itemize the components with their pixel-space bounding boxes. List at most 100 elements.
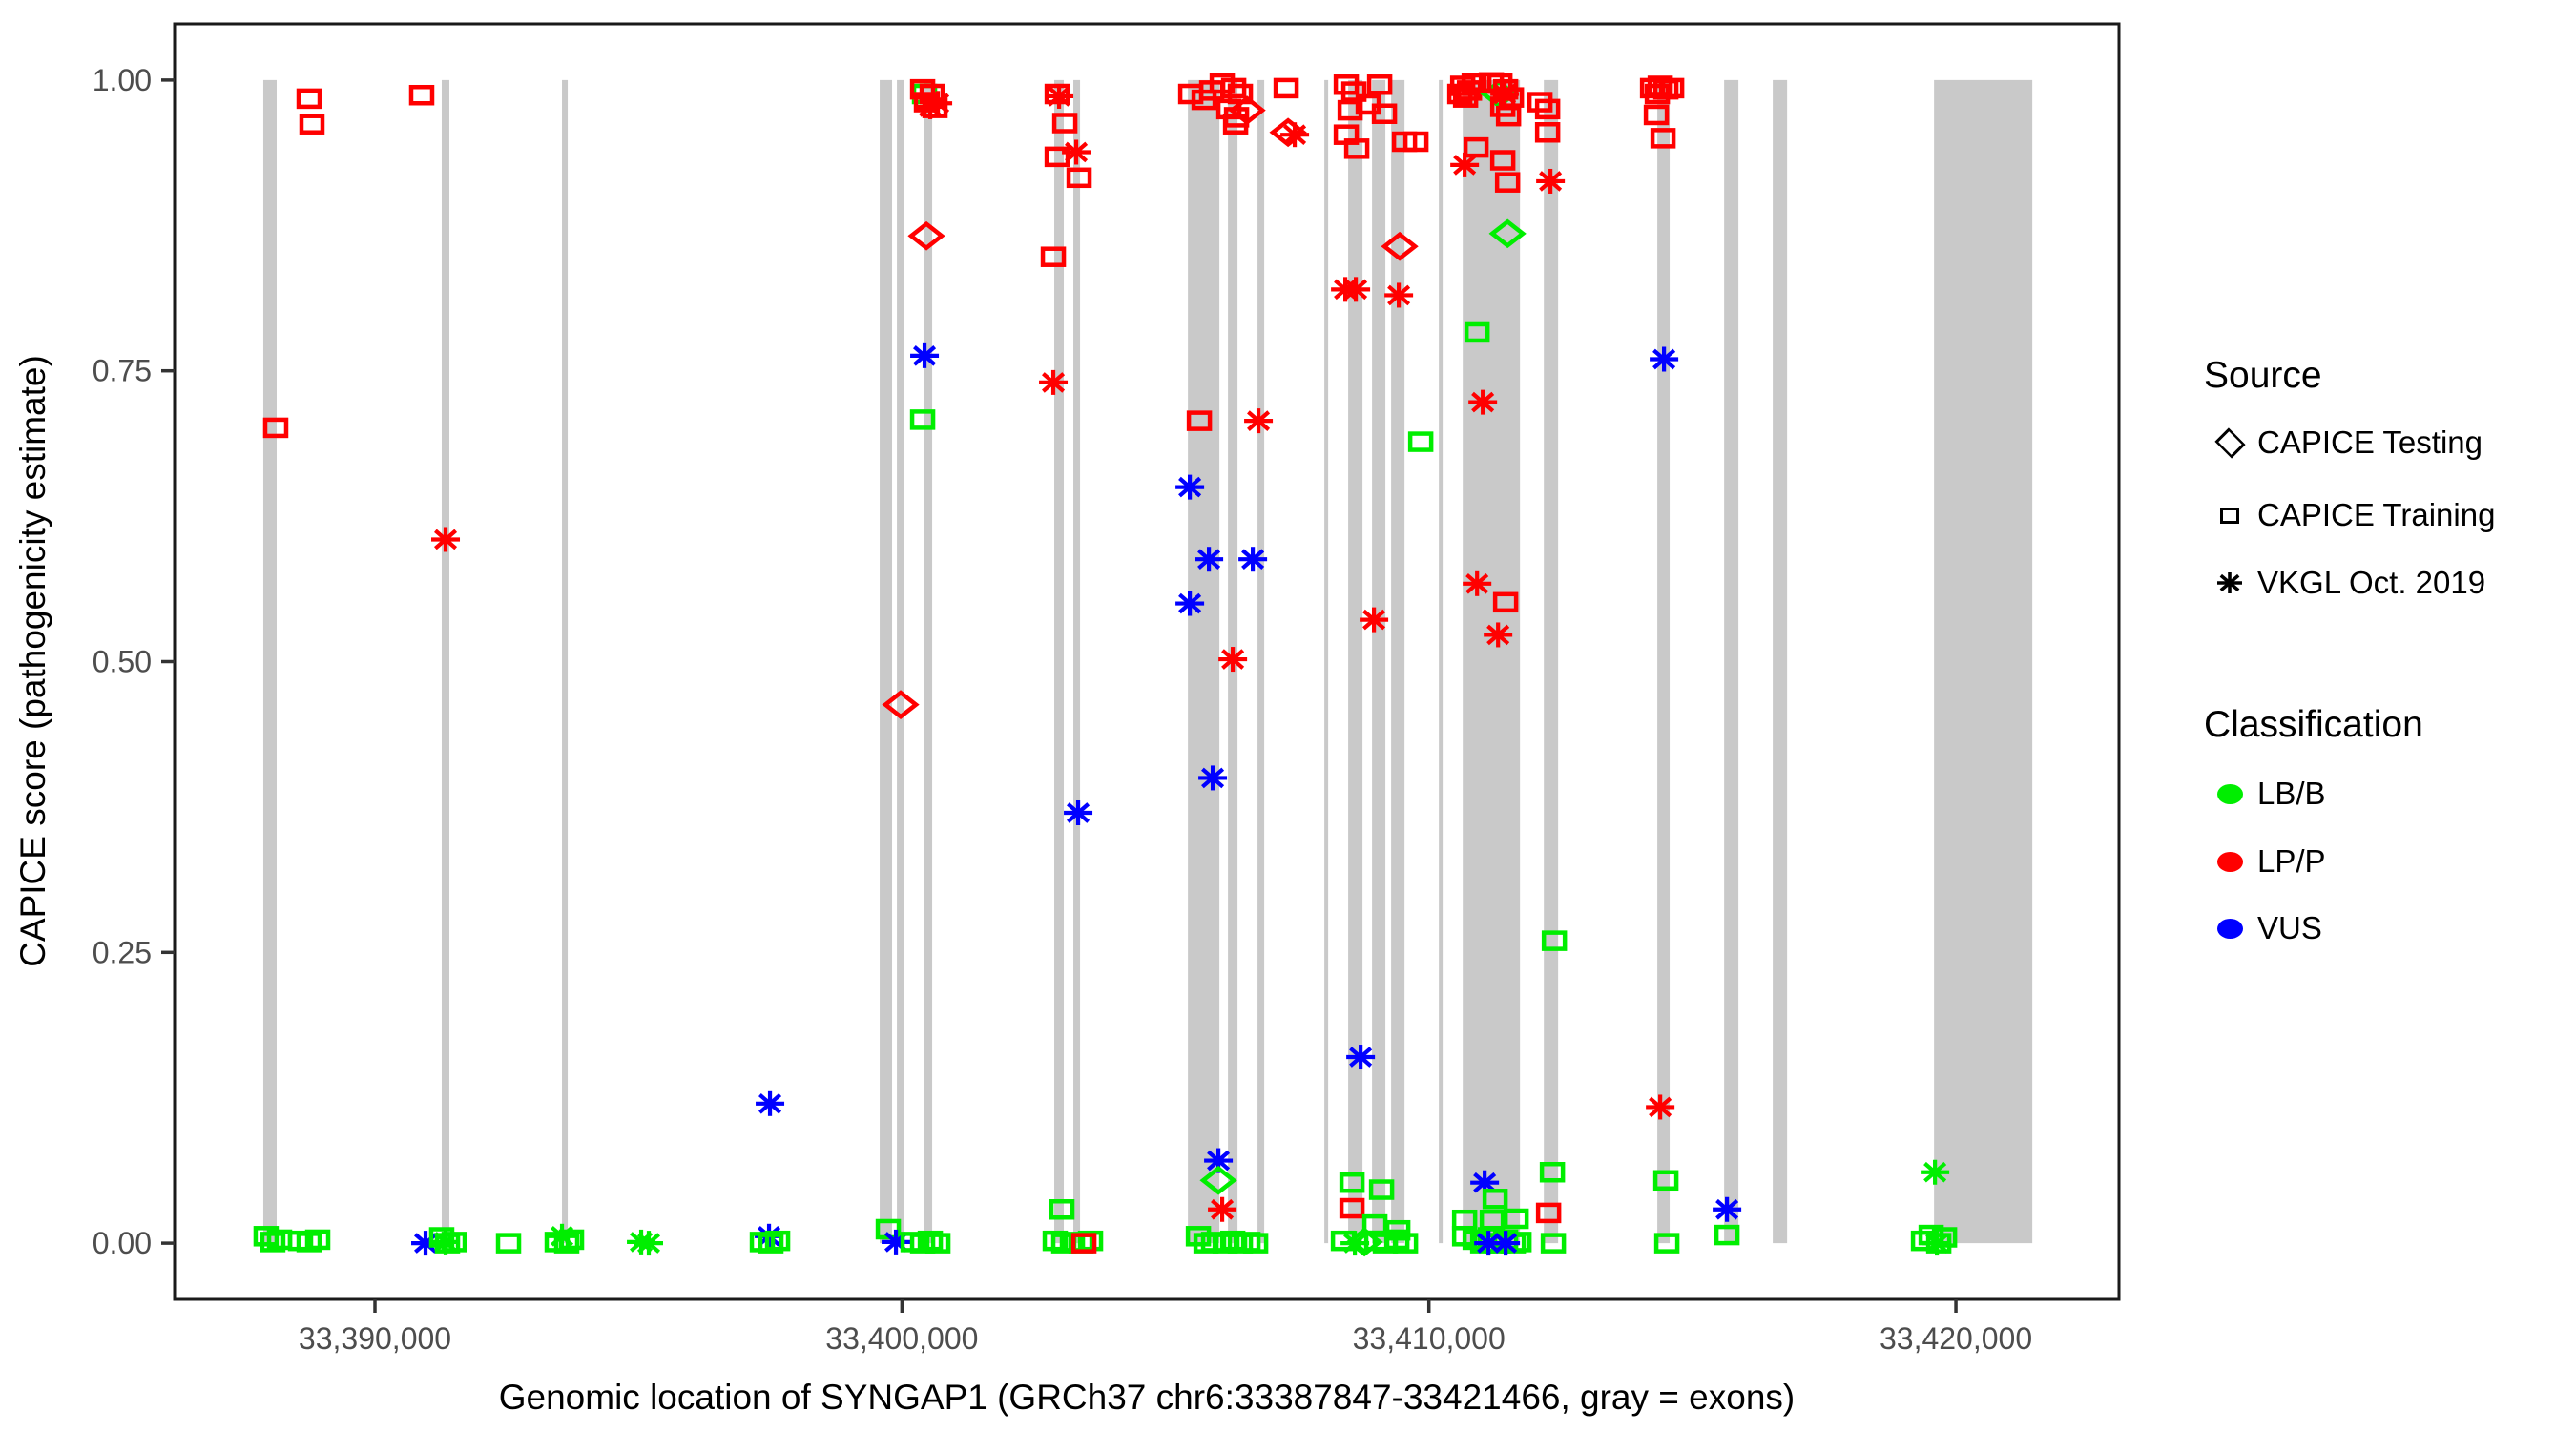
data-point-asterisk (634, 1231, 664, 1256)
data-point-asterisk (1062, 139, 1091, 165)
data-point-square (1220, 77, 1247, 99)
exon-bar (1372, 79, 1386, 1244)
exon-bar (880, 79, 893, 1244)
x-axis-title: Genomic location of SYNGAP1 (GRCh37 chr6… (498, 1378, 1796, 1417)
diamond-icon (2202, 426, 2257, 459)
data-point-square (1494, 172, 1521, 193)
data-point-square (1541, 930, 1568, 951)
data-point-square (758, 1233, 784, 1254)
data-point-asterisk (1474, 1231, 1504, 1256)
data-point-square (1070, 1233, 1097, 1254)
exon-bar (1724, 79, 1739, 1244)
square-icon (2202, 507, 2257, 524)
data-point-square (262, 417, 289, 439)
data-point-asterisk (756, 1090, 785, 1116)
data-point-square (1339, 1197, 1365, 1219)
exon-bar (441, 79, 449, 1244)
data-point-asterisk (1384, 282, 1414, 308)
data-point-square (408, 84, 435, 106)
data-point-asterisk (1045, 83, 1074, 109)
data-point-diamond (1199, 1165, 1237, 1195)
y-axis-tick-label: 0.50 (93, 645, 152, 679)
legend-item-vus: VUS (2202, 907, 2322, 949)
data-point-asterisk (1175, 591, 1205, 616)
data-point-square (1489, 150, 1516, 171)
data-point-asterisk (1490, 81, 1520, 107)
exon-bar (1934, 79, 2033, 1244)
data-point-square (1653, 1233, 1680, 1254)
data-point-square (1482, 1189, 1508, 1210)
data-point-square (1343, 138, 1370, 159)
data-point-square (1539, 1161, 1566, 1183)
data-point-square (1931, 1227, 1958, 1248)
data-point-square (1049, 1199, 1075, 1220)
data-point-asterisk (1204, 1148, 1234, 1173)
exon-bar (924, 79, 933, 1244)
vus-dot-icon (2202, 918, 2257, 939)
data-point-square (558, 1229, 585, 1251)
data-point-square (1464, 321, 1490, 343)
y-axis-tick-label: 0.25 (93, 935, 152, 969)
asterisk-icon (2202, 567, 2257, 599)
data-point-asterisk (1238, 547, 1268, 572)
legend-item-capice-training: CAPICE Training (2202, 494, 2495, 536)
axes: 0.00 0.25 0.50 0.75 1.00 33,390,000 33,400,000… (93, 63, 2032, 1356)
data-point-square (1371, 103, 1398, 124)
data-point-asterisk (1468, 389, 1498, 415)
y-axis-tick-label: 0.75 (93, 354, 152, 388)
data-point-asterisk (1650, 346, 1679, 372)
data-point-square (1066, 167, 1092, 189)
x-axis-tick-label: 33,400,000 (825, 1321, 978, 1356)
exon-bar (1773, 79, 1788, 1244)
exon-bar (1544, 79, 1559, 1244)
data-point-square (1077, 1230, 1104, 1252)
data-point-square (1463, 136, 1489, 158)
data-point-asterisk (1346, 1045, 1376, 1070)
data-point-square (1366, 74, 1393, 95)
data-point-asterisk (1198, 765, 1228, 791)
data-point-square (1368, 1179, 1395, 1200)
data-point-square (1339, 1172, 1365, 1193)
data-point-diamond (1488, 218, 1527, 249)
data-point-diamond (882, 690, 920, 719)
exon-bar (1463, 79, 1521, 1244)
legend-item-capice-testing: CAPICE Testing (2202, 422, 2483, 464)
data-point-asterisk (1536, 168, 1566, 194)
data-point-square (1714, 1224, 1740, 1246)
data-point-square (1495, 105, 1522, 127)
lpp-dot-icon (2202, 851, 2257, 872)
data-point-square (1222, 114, 1249, 135)
data-point-asterisk (1195, 547, 1224, 572)
lbb-dot-icon (2202, 783, 2257, 804)
data-point-asterisk (910, 342, 940, 368)
exon-bar (1188, 79, 1220, 1244)
exon-bar (1657, 79, 1671, 1244)
data-point-square (1242, 1233, 1269, 1254)
data-point-square (1337, 99, 1363, 121)
data-point-square (1407, 431, 1434, 452)
data-point-asterisk (1064, 799, 1093, 825)
y-axis-title: CAPICE score (pathogenicity estimate) (13, 355, 52, 967)
data-point-square (1534, 122, 1561, 143)
data-point-square (1540, 1233, 1567, 1254)
x-axis-tick-label: 33,410,000 (1353, 1321, 1506, 1356)
data-points (253, 72, 1958, 1257)
data-point-asterisk (431, 527, 461, 552)
legend-item-label: VKGL Oct. 2019 (2257, 565, 2486, 600)
data-point-diamond (1345, 1227, 1383, 1257)
data-point-square (1044, 146, 1070, 168)
data-point-diamond (907, 220, 945, 251)
data-point-asterisk (1208, 1196, 1237, 1222)
data-point-square (1186, 410, 1213, 431)
data-point-square (260, 1232, 286, 1253)
data-point-square (1340, 81, 1367, 102)
data-point-asterisk (1484, 622, 1513, 648)
data-point-asterisk (1039, 369, 1069, 395)
exon-bar (262, 79, 277, 1244)
data-point-asterisk (1463, 570, 1492, 596)
data-point-diamond (1381, 231, 1419, 261)
data-point-square (924, 1233, 951, 1254)
legend-item-label: CAPICE Training (2257, 497, 2496, 532)
